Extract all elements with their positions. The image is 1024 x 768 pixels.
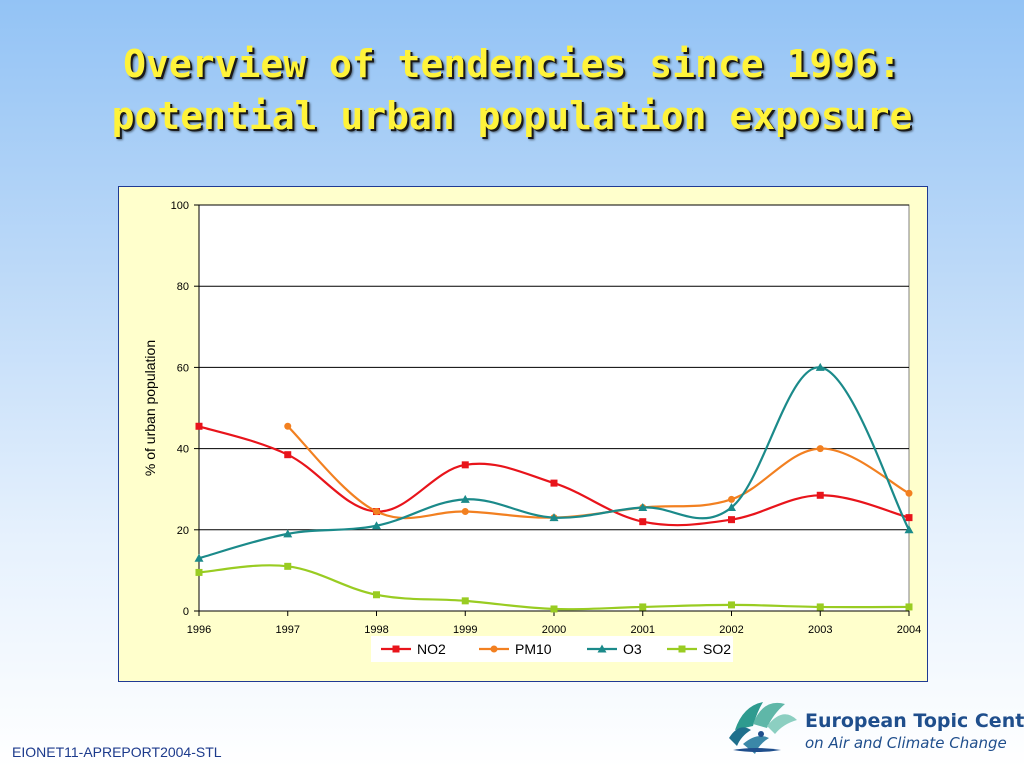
data-point-no2 — [284, 451, 292, 459]
title-line-2: potential urban population exposure — [111, 94, 913, 138]
logo-text-line-2: on Air and Climate Change — [805, 734, 1007, 752]
series — [194, 362, 914, 613]
data-point-o3 — [815, 362, 825, 371]
data-point-so2 — [905, 603, 913, 611]
y-tick-label: 40 — [177, 444, 189, 456]
data-point-o3 — [638, 502, 648, 511]
gridlines — [198, 204, 910, 612]
y-tick-label: 20 — [177, 525, 189, 537]
data-point-no2 — [728, 516, 735, 524]
legend-marker-no2 — [392, 645, 400, 653]
data-point-so2 — [816, 603, 824, 611]
legend-label-pm10: PM10 — [515, 641, 552, 657]
data-point-pm10 — [905, 489, 913, 497]
data-point-pm10 — [816, 445, 824, 453]
data-point-so2 — [195, 568, 203, 576]
data-point-no2 — [905, 514, 913, 522]
legend: NO2 PM10 O3 SO2 — [371, 636, 733, 662]
legend-item-no2: NO2 — [381, 641, 446, 657]
data-point-no2 — [639, 518, 647, 526]
legend-item-pm10: PM10 — [479, 641, 552, 657]
etc-logo: European Topic Centre on Air and Climate… — [725, 688, 1024, 758]
y-axis-label: % of urban population — [142, 340, 158, 476]
data-point-so2 — [284, 562, 292, 570]
x-tick-label: 2001 — [631, 624, 655, 636]
data-point-so2 — [373, 591, 380, 599]
data-point-o3 — [727, 502, 736, 511]
data-point-o3 — [904, 525, 914, 534]
legend-marker-so2 — [678, 645, 686, 653]
data-point-pm10 — [728, 495, 735, 503]
footer-code: EIONET11-APREPORT2004-STL — [12, 744, 222, 760]
chart-frame: 0 20 40 60 80 100 1996 1997 1998 1999 2000 2001 2002… — [118, 186, 928, 682]
plot-area — [198, 204, 910, 612]
x-tick-label: 2003 — [808, 624, 832, 636]
logo-text-line-1: European Topic Centre — [805, 710, 1024, 732]
axes: 0 20 40 60 80 100 1996 1997 1998 1999 2000 2001 2002… — [171, 200, 922, 636]
data-point-no2 — [550, 479, 558, 487]
x-tick-label: 1999 — [453, 624, 477, 636]
etc-logo-icon — [729, 702, 797, 754]
legend-marker-pm10 — [490, 645, 498, 653]
legend-marker-o3 — [597, 644, 607, 653]
data-point-no2 — [461, 461, 469, 469]
data-point-so2 — [639, 603, 647, 611]
data-point-so2 — [461, 597, 469, 605]
legend-label-no2: NO2 — [417, 641, 446, 657]
legend-label-so2: SO2 — [703, 641, 731, 657]
title-line-1: Overview of tendencies since 1996: — [123, 42, 901, 86]
data-point-so2 — [550, 605, 558, 613]
x-tick-label: 1996 — [187, 624, 211, 636]
data-point-pm10 — [373, 508, 380, 516]
slide-title: Overview of tendencies since 1996: poten… — [0, 38, 1024, 142]
line-chart: 0 20 40 60 80 100 1996 1997 1998 1999 2000 2001 2002… — [142, 200, 922, 662]
data-point-o3 — [549, 513, 559, 522]
x-tick-label: 2000 — [542, 624, 566, 636]
series-o3 — [194, 362, 914, 562]
data-point-no2 — [195, 422, 203, 430]
x-tick-label: 1997 — [276, 624, 300, 636]
data-point-no2 — [816, 491, 824, 499]
y-tick-label: 100 — [171, 200, 189, 212]
data-point-o3 — [283, 529, 293, 538]
data-point-pm10 — [461, 508, 469, 516]
legend-item-so2: SO2 — [667, 641, 731, 657]
legend-item-o3: O3 — [587, 641, 642, 657]
data-point-so2 — [728, 601, 735, 609]
data-point-o3 — [460, 494, 470, 503]
data-point-pm10 — [284, 422, 292, 430]
legend-label-o3: O3 — [623, 641, 642, 657]
x-tick-label: 2002 — [719, 624, 743, 636]
x-tick-label: 2004 — [897, 624, 921, 636]
data-point-o3 — [194, 553, 204, 562]
y-tick-label: 60 — [177, 362, 189, 374]
data-point-o3 — [372, 521, 381, 530]
x-tick-label: 1998 — [364, 624, 388, 636]
y-tick-label: 0 — [183, 606, 189, 618]
y-tick-label: 80 — [177, 281, 189, 293]
series-so2 — [195, 562, 913, 613]
